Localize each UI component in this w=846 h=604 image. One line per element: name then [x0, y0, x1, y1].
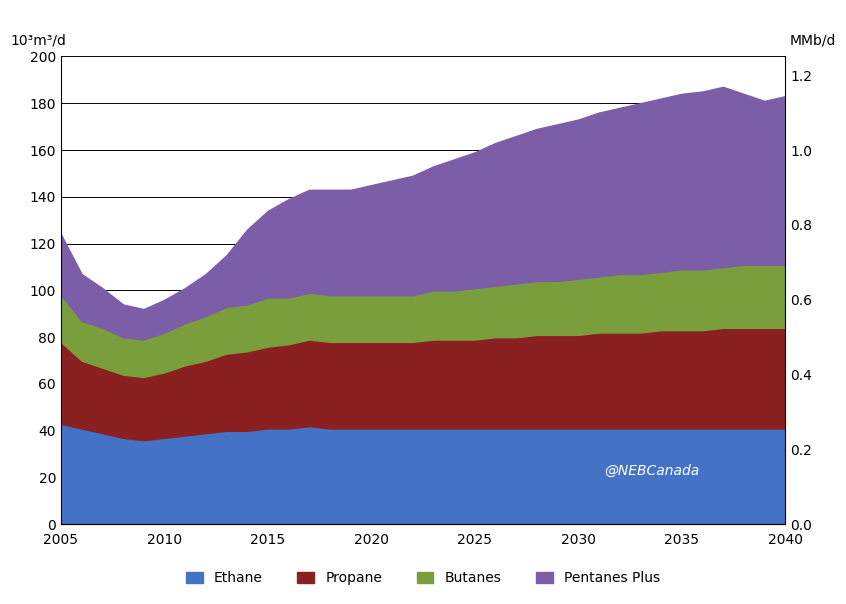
Legend: Ethane, Propane, Butanes, Pentanes Plus: Ethane, Propane, Butanes, Pentanes Plus — [180, 566, 666, 591]
Text: 10³m³/d: 10³m³/d — [10, 33, 66, 47]
Text: MMb/d: MMb/d — [789, 33, 836, 47]
Text: @NEBCanada: @NEBCanada — [604, 464, 700, 478]
